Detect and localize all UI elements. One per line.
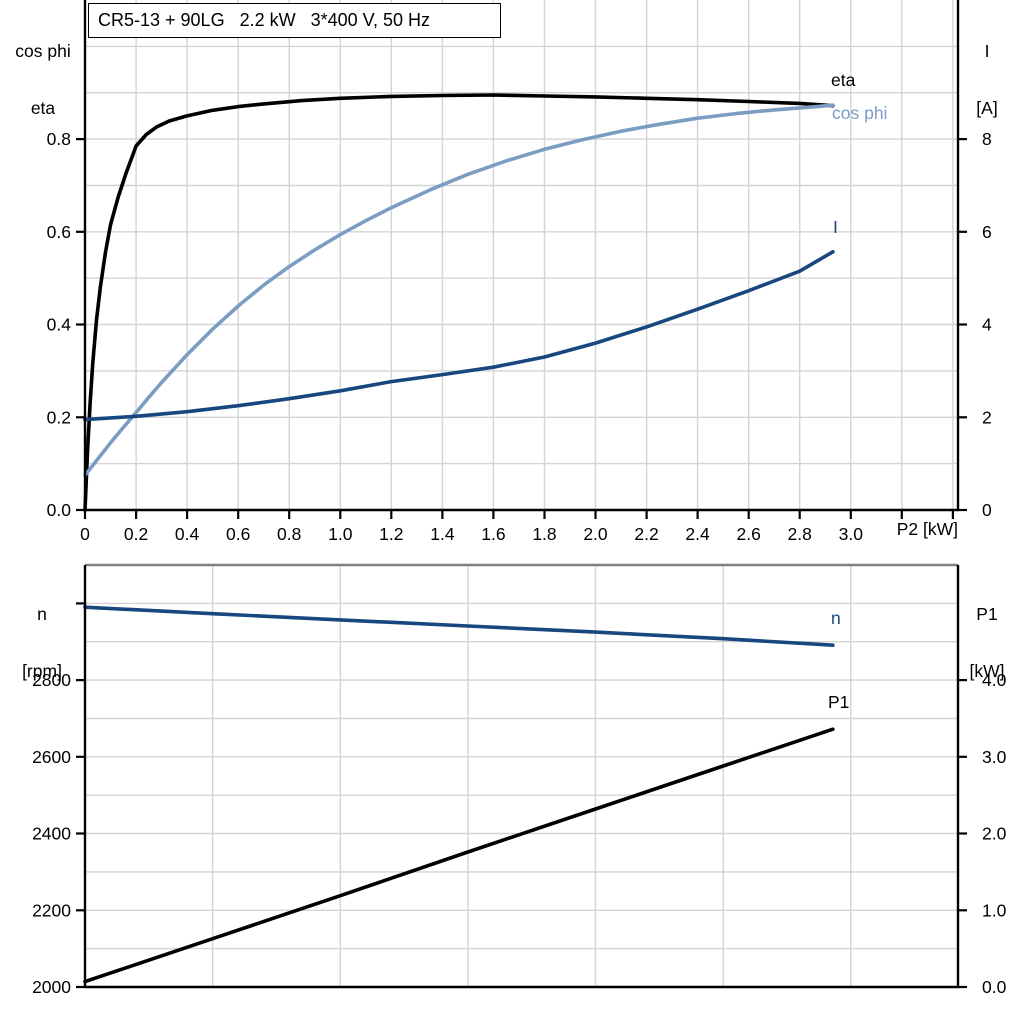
cos-phi-curve-label: cos phi [832, 103, 888, 123]
curve-current [83, 250, 835, 422]
svg-text:0.6: 0.6 [47, 222, 71, 242]
bottom-left-axis-title: n [rpm] [0, 567, 84, 719]
svg-text:6: 6 [982, 222, 992, 242]
svg-text:4.0: 4.0 [982, 670, 1007, 690]
svg-text:2200: 2200 [32, 900, 71, 920]
svg-text:0.0: 0.0 [47, 500, 72, 520]
svg-text:0.2: 0.2 [124, 524, 148, 544]
svg-text:2.6: 2.6 [737, 524, 761, 544]
svg-text:3.0: 3.0 [839, 524, 864, 544]
chart-title-box: CR5-13 + 90LG 2.2 kW 3*400 V, 50 Hz [88, 3, 501, 38]
curve-p1 [83, 727, 835, 984]
svg-text:4: 4 [982, 315, 992, 335]
svg-text:8: 8 [982, 129, 992, 149]
svg-text:0.0: 0.0 [982, 977, 1007, 997]
svg-text:1.0: 1.0 [328, 524, 353, 544]
svg-text:2.8: 2.8 [788, 524, 812, 544]
top-right-axis-title: I [A] [962, 4, 1012, 156]
svg-text:0: 0 [982, 500, 992, 520]
p1-curve-label: P1 [828, 692, 850, 712]
svg-text:3.0: 3.0 [982, 747, 1007, 767]
cos-phi-axis-label: cos phi [15, 41, 71, 61]
eta-axis-label: eta [30, 98, 56, 118]
svg-text:0.8: 0.8 [277, 524, 301, 544]
svg-text:2400: 2400 [32, 824, 71, 844]
svg-text:2.2: 2.2 [634, 524, 658, 544]
motor-efficiency-chart-series [83, 93, 835, 512]
curve-eta [83, 93, 835, 512]
speed-axis-label: n [37, 604, 47, 624]
svg-text:1.8: 1.8 [532, 524, 556, 544]
svg-text:0: 0 [80, 524, 90, 544]
top-left-axis-title: cos phi eta [0, 4, 86, 156]
speed-curve-label: n [831, 608, 841, 628]
speed-power-chart-series [83, 605, 835, 984]
current-axis-label: I [984, 41, 990, 61]
current-unit-label: [A] [976, 98, 998, 118]
speed-unit-label: [rpm] [22, 661, 62, 681]
curve-cos-phi [83, 103, 835, 478]
svg-text:0.8: 0.8 [47, 129, 71, 149]
svg-text:2: 2 [982, 407, 992, 427]
svg-text:2800: 2800 [32, 670, 71, 690]
speed-power-chart-ticks: 2000 2200 2400 2600 2800 0.0 1.0 2.0 3.0 4.0 [32, 602, 1007, 997]
svg-text:1.0: 1.0 [982, 900, 1007, 920]
eta-curve-label: eta [831, 70, 856, 90]
current-curve-label: I [833, 217, 838, 237]
svg-text:1.2: 1.2 [379, 524, 403, 544]
p1-axis-label: P1 [976, 604, 998, 624]
x-axis-title: P2 [kW] [896, 519, 958, 539]
p1-unit-label: [kW] [969, 661, 1005, 681]
svg-text:0.4: 0.4 [175, 524, 200, 544]
svg-text:0.4: 0.4 [47, 315, 72, 335]
top-chart-canvas: 0.0 0.2 0.4 0.6 0.8 0 2 4 6 8 0 0.2 0.4 0.6 0.8 1.0 1.2 1… [47, 0, 992, 544]
svg-text:0.2: 0.2 [47, 407, 71, 427]
svg-text:2.0: 2.0 [982, 824, 1007, 844]
svg-text:2600: 2600 [32, 747, 71, 767]
curve-speed [83, 605, 835, 647]
bottom-right-axis-title: P1 [kW] [960, 567, 1014, 719]
svg-text:2000: 2000 [32, 977, 71, 997]
speed-power-chart-axes [83, 565, 960, 989]
svg-text:1.4: 1.4 [430, 524, 455, 544]
motor-efficiency-chart-ticks: 0.0 0.2 0.4 0.6 0.8 0 2 4 6 8 0 0.2 0.4 0.6 0.8 1.0 1.2 1… [47, 129, 992, 544]
motor-efficiency-chart-axes [83, 0, 960, 512]
svg-text:2.4: 2.4 [685, 524, 710, 544]
svg-text:0.6: 0.6 [226, 524, 250, 544]
motor-efficiency-chart-gridlines [85, 0, 958, 510]
svg-text:1.6: 1.6 [481, 524, 505, 544]
bottom-chart-canvas: 2000 2200 2400 2600 2800 0.0 1.0 2.0 3.0 4.0 [32, 563, 1007, 997]
svg-text:2.0: 2.0 [583, 524, 608, 544]
speed-power-chart-gridlines [85, 563, 958, 987]
